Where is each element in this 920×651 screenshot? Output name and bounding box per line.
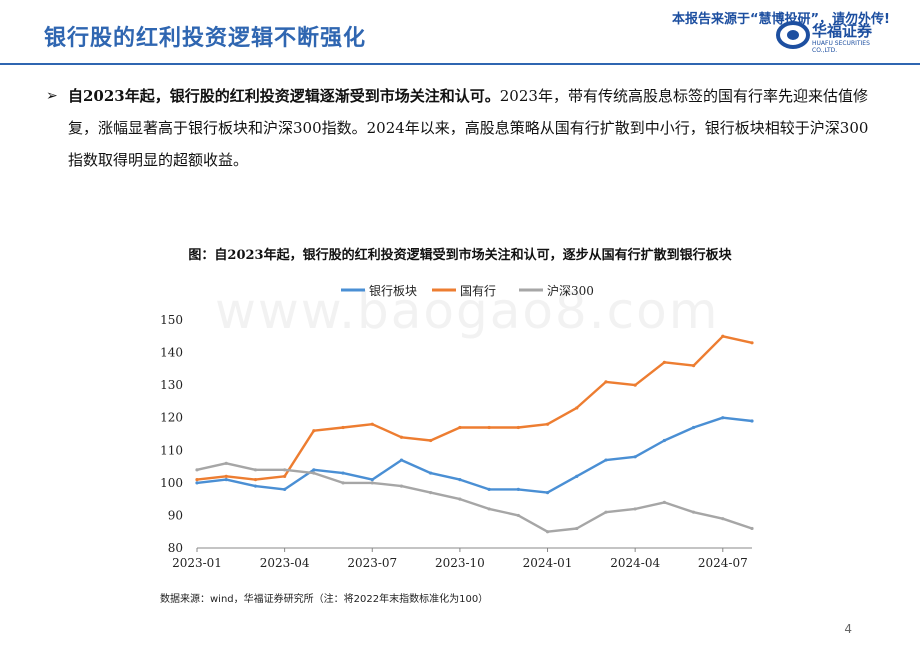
logo-text-cn: 华福证券 [812, 22, 873, 40]
series-3-point [253, 468, 258, 472]
series-2-point [195, 478, 199, 482]
y-tick-label: 130 [160, 378, 183, 392]
series-2-point [224, 474, 228, 478]
series-1-point [604, 458, 608, 462]
x-tick-label: 2024-01 [523, 556, 573, 570]
series-2-point [750, 341, 754, 345]
series-2-point [516, 425, 520, 430]
page-title: 银行股的红利投资逻辑不断强化 [44, 26, 367, 51]
series-1-point [195, 481, 199, 485]
series-1-point [224, 478, 228, 482]
legend-label: 银行板块 [369, 284, 417, 298]
source-banner: 本报告来源于“慧博投研”，请勿外传! [671, 12, 890, 27]
series-2-point [312, 429, 316, 433]
series-3-point [458, 497, 462, 501]
series-1-point [429, 471, 433, 475]
series-1-point [253, 484, 258, 488]
series-1-point [341, 471, 345, 475]
series-2-point [662, 360, 666, 364]
legend-label: 沪深300 [547, 284, 594, 298]
watermark: www.baogao8.com [215, 282, 720, 340]
series-line-3 [196, 462, 753, 533]
series-1-point [516, 487, 520, 491]
y-tick-label: 110 [160, 443, 183, 457]
series-2-point [429, 438, 433, 443]
y-tick-label: 140 [160, 346, 183, 360]
y-tick-label: 150 [160, 313, 183, 327]
series-3-point [224, 461, 228, 465]
y-tick-label: 80 [168, 541, 183, 555]
series-2-point [487, 425, 491, 430]
series-3-point [429, 491, 433, 495]
series-1-point [575, 474, 579, 478]
series-3-point [399, 484, 404, 488]
series-2-point [633, 383, 637, 387]
bullet-arrow-icon: ➢ [46, 88, 58, 104]
logo-mark-icon [776, 21, 810, 49]
x-tick-label: 2024-04 [610, 556, 660, 570]
series-3-point [750, 526, 754, 531]
page-number: 4 [844, 622, 852, 636]
series-3-point [545, 530, 550, 534]
series-2-point [691, 364, 696, 368]
series-3-point [575, 526, 579, 531]
series-1-point [662, 438, 666, 443]
x-tick-label: 2024-07 [698, 556, 748, 570]
series-2-point [399, 435, 404, 439]
series-2-point [575, 406, 579, 410]
series-2-point [253, 478, 258, 482]
series-1-point [487, 487, 491, 491]
series-3-point [195, 468, 199, 472]
chart-footnote: 数据来源：wind，华福证券研究所（注：将2022年末指数标准化为100） [160, 594, 489, 605]
x-tick-label: 2023-04 [260, 556, 310, 570]
bullet-text: 2023年，带有传统高股息标签的国有行率先迎来估值修复，涨幅显著高于银行板块和沪… [68, 87, 869, 169]
series-3-point [604, 510, 608, 514]
title-divider [0, 63, 920, 65]
legend-label: 国有行 [460, 284, 496, 298]
y-tick-label: 90 [168, 508, 183, 522]
series-1-point [750, 419, 754, 423]
series-3-point [516, 513, 520, 518]
series-2-point [545, 422, 550, 426]
series-1-point [370, 478, 374, 482]
y-tick-label: 120 [160, 411, 183, 425]
series-2-point [604, 380, 608, 384]
x-tick-label: 2023-07 [347, 556, 397, 570]
series-2-point [283, 474, 287, 478]
y-tick-label: 100 [160, 476, 183, 490]
series-3-point [662, 500, 666, 504]
bullet-bold-text: 自2023年起，银行股的红利投资逻辑逐渐受到市场关注和认可。 [68, 87, 500, 105]
chart-title: 图：自2023年起，银行股的红利投资逻辑受到市场关注和认可，逐步从国有行扩散到银… [188, 248, 732, 263]
series-1-point [283, 487, 287, 491]
logo-text-en: HUAFU SECURITIES CO.,LTD. [812, 40, 870, 54]
series-2-point [341, 425, 345, 430]
series-2-point [458, 425, 462, 430]
series-line-1 [196, 416, 753, 494]
series-1-point [312, 468, 316, 472]
series-1-point [691, 425, 696, 430]
series-1-point [399, 458, 404, 462]
line-chart: 80 90 100 110 120 130 140 150 2023-01 2023-04 2023… [160, 284, 754, 570]
x-tick-label: 2023-01 [172, 556, 222, 570]
x-tick-label: 2023-10 [435, 556, 485, 570]
series-3-point [721, 517, 725, 521]
series-2-point [721, 334, 725, 338]
series-line-2 [196, 335, 753, 481]
series-3-point [691, 510, 696, 514]
bullet-paragraph: 自2023年起，银行股的红利投资逻辑逐渐受到市场关注和认可。2023年，带有传统… [68, 80, 880, 176]
series-1-point [458, 478, 462, 482]
series-2-point [370, 422, 374, 426]
series-3-point [283, 468, 287, 472]
series-3-point [370, 481, 374, 485]
series-1-point [633, 455, 637, 459]
series-3-point [633, 507, 637, 511]
series-3-point [487, 507, 491, 511]
company-logo: 华福证券 HUAFU SECURITIES CO.,LTD. [776, 20, 886, 54]
series-3-point [341, 481, 345, 485]
series-3-point [312, 471, 316, 475]
series-1-point [721, 416, 725, 420]
series-1-point [545, 491, 550, 495]
